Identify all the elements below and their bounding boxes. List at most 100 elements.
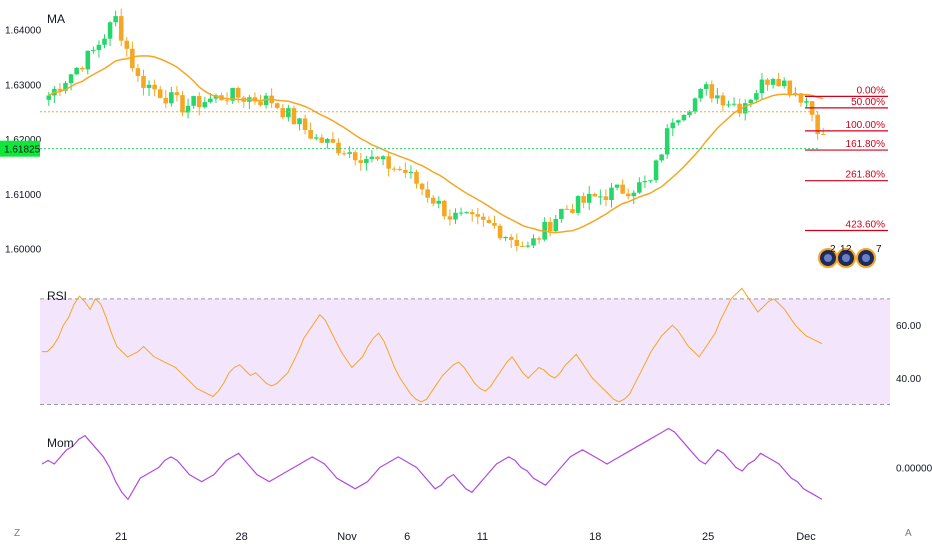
candle-body xyxy=(659,154,664,161)
candle-body xyxy=(559,208,564,219)
candle-body xyxy=(586,193,592,203)
candle-body xyxy=(508,236,514,240)
candle-body xyxy=(352,152,358,161)
candle-body xyxy=(481,216,486,220)
event-icon-center xyxy=(842,254,850,262)
candle-body xyxy=(419,183,425,190)
price-y-tick-label: 1.64000 xyxy=(5,26,42,37)
candle-body xyxy=(124,40,130,49)
candle-body xyxy=(375,156,380,160)
candle-body xyxy=(676,120,681,123)
candle-body xyxy=(687,111,692,115)
candle-body xyxy=(436,200,442,204)
candle-body xyxy=(486,219,492,224)
candle-body xyxy=(107,22,113,39)
candle-body xyxy=(492,223,497,226)
candle-body xyxy=(113,16,118,23)
x-tick-label: 25 xyxy=(702,531,714,543)
candle-body xyxy=(46,95,52,100)
x-tick-label: 28 xyxy=(236,531,248,543)
candle-body xyxy=(759,79,765,94)
candle-body xyxy=(235,88,241,98)
candle-body xyxy=(603,196,609,200)
candle-body xyxy=(163,97,169,104)
rsi-y-tick-label: 40.00 xyxy=(896,374,921,385)
candle-body xyxy=(68,74,74,84)
price-panel: 1.64000 1.63000 1.62000 1.61000 1.60000 1.618… xyxy=(0,8,888,268)
candle-body xyxy=(681,114,687,121)
price-y-tick-label: 1.62000 xyxy=(5,135,42,146)
candle-body xyxy=(547,221,553,232)
candle-body xyxy=(625,193,631,197)
mom-y-tick-label: 0.00000 xyxy=(896,464,932,475)
candle-body xyxy=(130,48,135,69)
rsi-panel: 60.00 40.00 xyxy=(40,287,921,405)
momentum-line xyxy=(41,427,823,501)
candle-body xyxy=(85,50,91,70)
candle-body xyxy=(308,130,313,139)
candle-body xyxy=(447,216,453,220)
candle-body xyxy=(403,169,408,173)
candle-body xyxy=(464,212,469,214)
candle-body xyxy=(642,181,648,183)
candle-body xyxy=(770,78,776,85)
candle-body xyxy=(263,95,269,106)
axis-mode-left-icon[interactable]: Z xyxy=(14,528,20,539)
candle-body xyxy=(180,95,185,113)
candle-body xyxy=(765,79,770,85)
candle-body xyxy=(358,160,364,163)
event-badge: 2 xyxy=(846,244,852,255)
candle-body xyxy=(720,95,726,106)
current-price-badge xyxy=(0,140,40,157)
candle-body xyxy=(804,101,809,103)
fib-level-label: 423.60% xyxy=(846,220,886,231)
fib-level-label: 161.80% xyxy=(846,139,886,150)
candle-body xyxy=(514,239,520,246)
candle-body xyxy=(208,98,213,103)
mom-panel-label: Mom xyxy=(47,436,74,450)
price-y-tick-label: 1.61000 xyxy=(5,190,42,201)
candle-body xyxy=(709,84,715,99)
candle-body xyxy=(102,38,107,45)
candle-body xyxy=(63,83,68,91)
x-tick-label: Dec xyxy=(796,531,816,543)
event-badge: 2 xyxy=(830,244,836,255)
candle-body xyxy=(341,153,347,155)
candle-body xyxy=(520,245,525,247)
candle-body xyxy=(297,118,302,125)
candle-body xyxy=(570,209,575,213)
candle-body xyxy=(141,76,146,88)
candle-body xyxy=(169,92,174,104)
fib-level-label: 261.80% xyxy=(846,170,886,181)
x-tick-label: 6 xyxy=(404,531,410,543)
candle-body xyxy=(653,160,659,181)
candle-body xyxy=(503,236,508,239)
candle-body xyxy=(776,78,781,87)
candle-body xyxy=(380,156,386,160)
candle-body xyxy=(698,88,703,99)
candle-body xyxy=(258,101,263,106)
x-tick-label: 21 xyxy=(115,531,127,543)
candle-body xyxy=(330,138,336,143)
candle-body xyxy=(737,103,742,114)
candle-body xyxy=(152,84,157,90)
candle-body xyxy=(313,137,319,139)
x-axis: 21 28 Nov 6 11 18 25 Dec xyxy=(115,531,816,543)
candle-body xyxy=(581,196,586,203)
candle-body xyxy=(536,238,542,240)
candle-body xyxy=(319,137,325,143)
candle-body xyxy=(815,114,820,135)
candle-body xyxy=(726,104,731,106)
price-y-tick-label: 1.63000 xyxy=(5,80,42,91)
auto-scale-icon[interactable]: A xyxy=(905,528,912,539)
event-badge: 7 xyxy=(876,244,882,255)
candle-body xyxy=(531,238,536,246)
candle-body xyxy=(397,168,403,170)
x-tick-label: Nov xyxy=(337,531,357,543)
candle-body xyxy=(79,67,85,70)
candle-body xyxy=(96,44,102,51)
candle-body xyxy=(692,98,698,112)
event-badge: 1 xyxy=(840,244,846,255)
candle-body xyxy=(637,182,642,193)
